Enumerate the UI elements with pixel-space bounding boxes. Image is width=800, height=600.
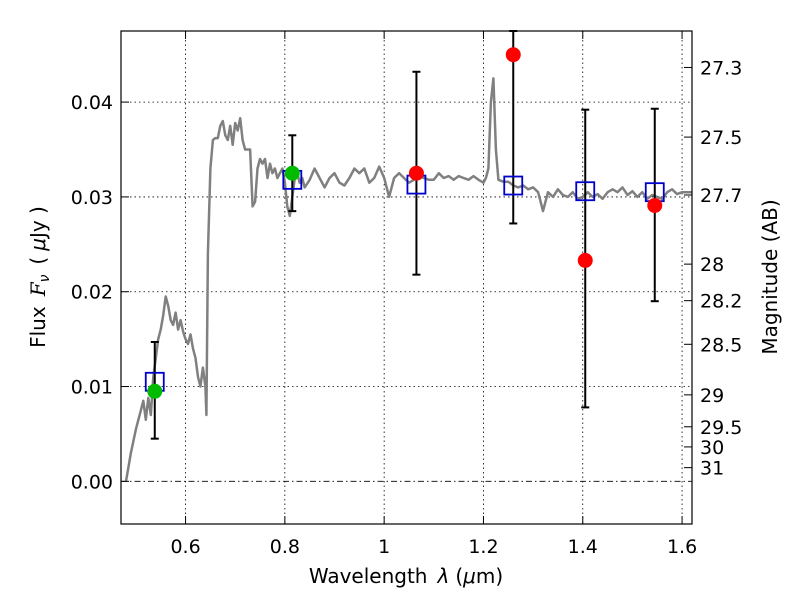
y-axis-subscript: ν	[37, 274, 53, 282]
y-axis-symbol: F	[26, 281, 50, 297]
detection-data-point	[408, 165, 424, 181]
mag-tick-label: 27.3	[700, 57, 742, 79]
model-photometry-box	[503, 175, 524, 196]
hst-data-point	[284, 165, 300, 181]
y-axis-title-text: Flux	[26, 306, 50, 348]
y-axis-unit-rest: Jy )	[26, 206, 50, 240]
detection-data-point	[505, 47, 521, 63]
ticks-layer: 0.6 0.8 1 1.2 1.4 1.6 0.00 0.01 0.02 0.03 0.04 27.3…	[71, 31, 742, 558]
x-axis-title: Wavelength λ (μm)	[309, 564, 503, 588]
mag-tick-label: 28	[700, 254, 724, 276]
y-tick-label: 0.03	[71, 187, 113, 209]
x-tick-label: 1	[378, 536, 390, 558]
plot-frame	[120, 30, 693, 525]
detection-data-point	[577, 252, 593, 268]
hst-data-point	[147, 383, 163, 399]
x-axis-unit-rest: m)	[476, 564, 503, 588]
x-axis-title-text: Wavelength	[309, 564, 428, 588]
y2-axis-title: Magnitude (AB)	[758, 199, 782, 354]
grid-layer	[121, 31, 692, 524]
y-tick-label: 0.02	[71, 282, 113, 304]
mag-tick-label: 28.5	[700, 334, 742, 356]
detection-data-point	[647, 197, 663, 213]
x-tick-label: 1.2	[468, 536, 498, 558]
x-tick-label: 0.6	[170, 536, 200, 558]
x-tick-label: 1.6	[667, 536, 697, 558]
mag-tick-label: 31	[700, 458, 724, 480]
x-tick-label: 1.4	[568, 536, 598, 558]
x-tick-label: 0.8	[270, 536, 300, 558]
y-axis-unit-open: (	[26, 257, 50, 265]
sed-model-curve	[124, 77, 692, 482]
y-tick-label: 0.01	[71, 377, 113, 399]
mag-tick-label: 28.2	[700, 291, 742, 313]
mag-tick-label: 27.7	[700, 185, 742, 207]
y-axis-unit-mu: μ	[26, 238, 50, 252]
mag-tick-label: 29	[700, 385, 724, 407]
mag-tick-label: 27.5	[700, 127, 742, 149]
mag-tick-label: 30	[700, 437, 724, 459]
model-photometry-box	[575, 181, 596, 202]
y-tick-label: 0.00	[71, 471, 113, 493]
x-axis-unit-mu: μ	[462, 564, 476, 588]
y-tick-label: 0.04	[71, 92, 113, 114]
x-axis-lambda: λ	[436, 564, 449, 588]
x-axis-unit-open: (	[455, 564, 463, 588]
mag-tick-label: 29.5	[700, 417, 742, 439]
y-axis-title: Flux Fν ( μJy )	[26, 206, 53, 348]
